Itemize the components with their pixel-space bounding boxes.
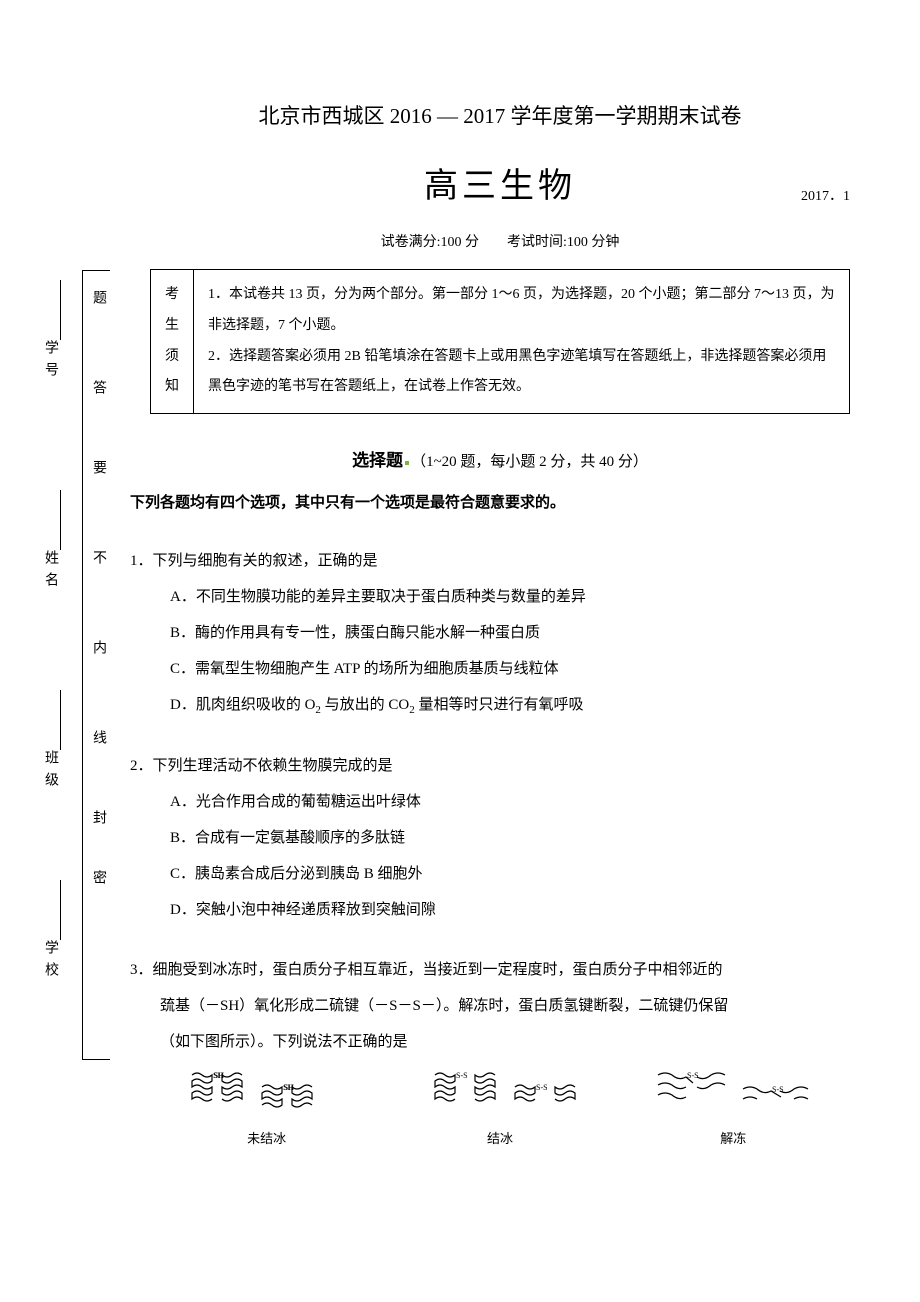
notice-body: 1．本试卷共 13 页，分为两个部分。第一部分 1～6 页，为选择题，20 个小… xyxy=(194,270,850,414)
q2-stem: 2．下列生理活动不依赖生物膜完成的是 xyxy=(130,751,870,781)
sidebar-col2: 题 答 要 不 内 线 封 密 xyxy=(88,220,108,1070)
section-title-bold: 选择题 xyxy=(352,451,403,470)
line-school xyxy=(60,880,61,940)
q2-opt-d: D．突触小泡中神经递质释放到突触间隙 xyxy=(170,895,870,925)
label-name: 姓名 xyxy=(40,550,60,594)
subtitle-text: 高三生物 xyxy=(424,168,576,205)
q2-options: A．光合作用合成的葡萄糖运出叶绿体 B．合成有一定氨基酸顺序的多肽链 C．胰岛素… xyxy=(130,787,870,925)
q2-opt-b: B．合成有一定氨基酸顺序的多肽链 xyxy=(170,823,870,853)
notice-table: 考生须知 1．本试卷共 13 页，分为两个部分。第一部分 1～6 页，为选择题，… xyxy=(150,269,850,414)
line-student-id xyxy=(60,280,61,340)
label-student-id: 学号 xyxy=(40,340,60,384)
section-title: 选择题 （1~20 题，每小题 2 分，共 40 分） xyxy=(130,446,870,471)
line-class xyxy=(60,690,61,750)
notice-label: 考生须知 xyxy=(151,270,194,414)
svg-text:SH: SH xyxy=(213,1071,223,1080)
svg-text:S-S: S-S xyxy=(772,1085,784,1094)
diagram-label-thawed: 解冻 xyxy=(653,1126,813,1152)
exam-meta: 试卷满分:100 分 考试时间:100 分钟 xyxy=(130,231,870,251)
protein-unfrozen-icon: SHSH SHSH xyxy=(187,1067,347,1117)
section-title-rest: （1~20 题，每小题 2 分，共 40 分） xyxy=(411,454,648,470)
q1-options: A．不同生物膜功能的差异主要取决于蛋白质种类与数量的差异 B．酶的作用具有专一性… xyxy=(130,582,870,721)
svg-text:S-S: S-S xyxy=(687,1071,699,1080)
notice-label-text: 考生须知 xyxy=(165,280,179,403)
q1d-post: 量相等时只进行有氧呼吸 xyxy=(415,697,584,713)
exam-date: 2017．1 xyxy=(801,185,850,205)
q3-stem3: （如下图所示）。下列说法不正确的是 xyxy=(130,1027,870,1057)
bracket xyxy=(82,270,110,1060)
q1d-mid: 与放出的 CO xyxy=(321,697,409,713)
green-dot-icon xyxy=(405,461,409,465)
section-instruction: 下列各题均有四个选项，其中只有一个选项是最符合题意要求的。 xyxy=(130,491,870,512)
q1-stem: 1．下列与细胞有关的叙述，正确的是 xyxy=(130,546,870,576)
q3-diagram: SHSH SHSH 未结冰 S-S S-S 结冰 xyxy=(130,1067,870,1152)
protein-frozen-icon: S-S S-S xyxy=(420,1067,580,1117)
question-1: 1．下列与细胞有关的叙述，正确的是 A．不同生物膜功能的差异主要取决于蛋白质种类… xyxy=(130,546,870,721)
svg-text:S-S: S-S xyxy=(456,1071,468,1080)
q2-opt-a: A．光合作用合成的葡萄糖运出叶绿体 xyxy=(170,787,870,817)
diagram-thawed: S-S S-S 解冻 xyxy=(653,1067,813,1152)
exam-subtitle: 高三生物 xyxy=(424,158,576,207)
diagram-unfrozen: SHSH SHSH 未结冰 xyxy=(187,1067,347,1152)
label-class: 班级 xyxy=(40,750,60,794)
svg-text:SH: SH xyxy=(283,1083,293,1092)
diagram-label-frozen: 结冰 xyxy=(420,1126,580,1152)
q1-opt-d: D．肌肉组织吸收的 O2 与放出的 CO2 量相等时只进行有氧呼吸 xyxy=(170,690,870,721)
q3-stem2: 巯基（－SH）氧化形成二硫键（－S－S－）。解冻时，蛋白质氢键断裂，二硫键仍保留 xyxy=(130,991,870,1021)
label-school: 学校 xyxy=(40,940,60,984)
subtitle-row: 高三生物 2017．1 xyxy=(130,158,870,207)
q2-opt-c: C．胰岛素合成后分泌到胰岛 B 细胞外 xyxy=(170,859,870,889)
svg-text:S-S: S-S xyxy=(536,1083,548,1092)
q1d-pre: D．肌肉组织吸收的 O xyxy=(170,697,315,713)
question-2: 2．下列生理活动不依赖生物膜完成的是 A．光合作用合成的葡萄糖运出叶绿体 B．合… xyxy=(130,751,870,925)
notice-line2: 2．选择题答案必须用 2B 铅笔填涂在答题卡上或用黑色字迹笔填写在答题纸上，非选… xyxy=(208,342,835,404)
protein-thawed-icon: S-S S-S xyxy=(653,1067,813,1117)
notice-line1: 1．本试卷共 13 页，分为两个部分。第一部分 1～6 页，为选择题，20 个小… xyxy=(208,280,835,342)
diagram-label-unfrozen: 未结冰 xyxy=(187,1126,347,1152)
exam-title: 北京市西城区 2016 — 2017 学年度第一学期期末试卷 xyxy=(130,100,870,130)
q1-opt-c: C．需氧型生物细胞产生 ATP 的场所为细胞质基质与线粒体 xyxy=(170,654,870,684)
question-3: 3．细胞受到冰冻时，蛋白质分子相互靠近，当接近到一定程度时，蛋白质分子中相邻近的… xyxy=(130,955,870,1152)
page-content: 北京市西城区 2016 — 2017 学年度第一学期期末试卷 高三生物 2017… xyxy=(130,100,870,1162)
q1-opt-b: B．酶的作用具有专一性，胰蛋白酶只能水解一种蛋白质 xyxy=(170,618,870,648)
q1-opt-a: A．不同生物膜功能的差异主要取决于蛋白质种类与数量的差异 xyxy=(170,582,870,612)
diagram-frozen: S-S S-S 结冰 xyxy=(420,1067,580,1152)
line-name xyxy=(60,490,61,550)
q3-stem1: 3．细胞受到冰冻时，蛋白质分子相互靠近，当接近到一定程度时，蛋白质分子中相邻近的 xyxy=(130,955,870,985)
exam-binding-sidebar: 学号 姓名 班级 学校 题 答 要 不 内 线 封 密 xyxy=(40,220,100,1070)
